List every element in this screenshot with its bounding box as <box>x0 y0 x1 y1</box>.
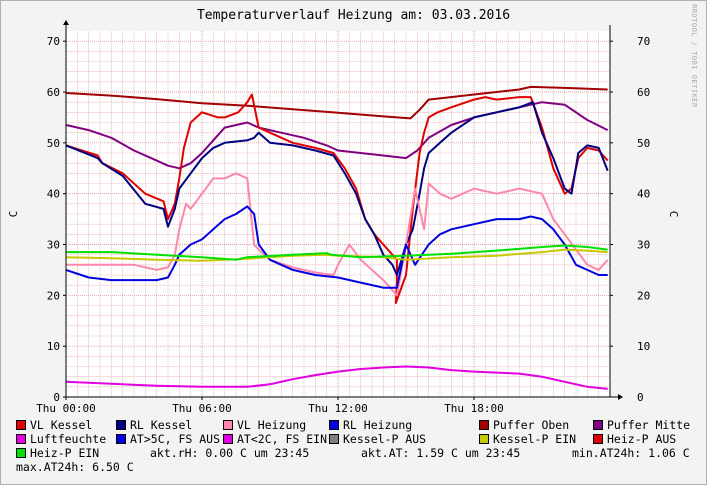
legend-label: Heiz-P EIN <box>30 446 100 460</box>
legend-swatch <box>16 433 26 444</box>
y-tick-label-right: 30 <box>637 239 650 252</box>
legend-swatch <box>329 419 339 430</box>
legend-swatch <box>16 419 26 430</box>
y-tick-label-right: 0 <box>637 391 644 404</box>
x-tick-label: Thu 18:00 <box>444 402 504 415</box>
stat-max-at: max.AT24h: 6.50 C <box>16 460 134 474</box>
legend-swatch <box>593 419 603 430</box>
legend-item: VL Kessel <box>16 418 92 432</box>
y-tick-label: 60 <box>47 86 60 99</box>
legend-swatch <box>223 419 233 430</box>
legend-item: Puffer Mitte <box>593 418 690 432</box>
y-tick-label-right: 60 <box>637 86 650 99</box>
legend-item: Kessel-P EIN <box>479 432 576 446</box>
y-tick-label-right: 10 <box>637 340 650 353</box>
y-tick-label: 10 <box>47 340 60 353</box>
series-line-rl-heizung <box>65 205 608 289</box>
x-tick-label: Thu 12:00 <box>308 402 368 415</box>
watermark: RRDTOOL / TOBI OETIKER <box>690 4 698 108</box>
y-axis-label-left: C <box>7 211 20 218</box>
legend-label: Luftfeuchte <box>30 432 107 446</box>
legend-item: Kessel-P AUS <box>329 432 426 446</box>
legend-swatch <box>116 419 126 430</box>
legend-swatch <box>329 433 339 444</box>
legend-swatch <box>479 433 489 444</box>
y-tick-label: 50 <box>47 137 60 150</box>
legend-item: Heiz-P AUS <box>593 432 676 446</box>
y-axis-arrow <box>63 20 69 25</box>
y-tick-label-right: 70 <box>637 35 650 48</box>
legend-swatch <box>479 419 489 430</box>
y-tick-label: 70 <box>47 35 60 48</box>
legend-item: RL Kessel <box>116 418 192 432</box>
legend-label: Kessel-P EIN <box>493 432 577 446</box>
series-line-puffer-oben <box>65 85 608 120</box>
legend-label: RL Heizung <box>343 418 413 432</box>
legend-label: VL Kessel <box>30 418 93 432</box>
y-tick-label-right: 50 <box>637 137 650 150</box>
series-line-rl-kessel <box>65 101 609 276</box>
series-line-heiz-p-ein <box>66 244 608 261</box>
legend-label: Puffer Mitte <box>607 418 691 432</box>
y-tick-label-right: 20 <box>637 289 650 302</box>
legend-swatch <box>593 433 603 444</box>
x-tick-label: Thu 06:00 <box>172 402 232 415</box>
y-tick-label-right: 40 <box>637 188 650 201</box>
legend-item: VL Heizung <box>223 418 306 432</box>
legend-label: AT<2C, FS EIN <box>237 432 328 446</box>
legend-item: Heiz-P EIN <box>16 446 99 460</box>
series-line-vl-heizung <box>66 172 609 297</box>
legend-label: AT>5C, FS AUS <box>130 432 221 446</box>
stat-akt-at: akt.AT: 1.59 C um 23:45 <box>361 446 521 460</box>
legend-swatch <box>116 433 126 444</box>
legend-label: Kessel-P AUS <box>343 432 427 446</box>
legend-item: AT<2C, FS EIN <box>223 432 327 446</box>
y-tick-label: 0 <box>53 391 60 404</box>
stat-min-at: min.AT24h: 1.06 C <box>572 446 690 460</box>
legend-item: RL Heizung <box>329 418 412 432</box>
x-tick-label: Thu 00:00 <box>36 402 96 415</box>
legend-swatch <box>16 447 26 458</box>
legend-item: AT>5C, FS AUS <box>116 432 220 446</box>
legend-label: VL Heizung <box>237 418 307 432</box>
series-line-luftfeuchte <box>65 365 608 390</box>
chart-title: Temperaturverlauf Heizung am: 03.03.2016 <box>196 8 511 23</box>
legend-label: RL Kessel <box>130 418 193 432</box>
legend-swatch <box>223 433 233 444</box>
y-tick-label: 40 <box>47 188 60 201</box>
legend-label: Puffer Oben <box>493 418 570 432</box>
stat-akt-rh: akt.rH: 0.00 C um 23:45 <box>150 446 310 460</box>
legend-label: Heiz-P AUS <box>607 432 677 446</box>
y-axis-label-right: C <box>667 211 680 218</box>
legend-item: Puffer Oben <box>479 418 569 432</box>
y-tick-label: 30 <box>47 239 60 252</box>
y-tick-label: 20 <box>47 289 60 302</box>
legend-item: Luftfeuchte <box>16 432 106 446</box>
x-axis-arrow <box>618 394 623 400</box>
